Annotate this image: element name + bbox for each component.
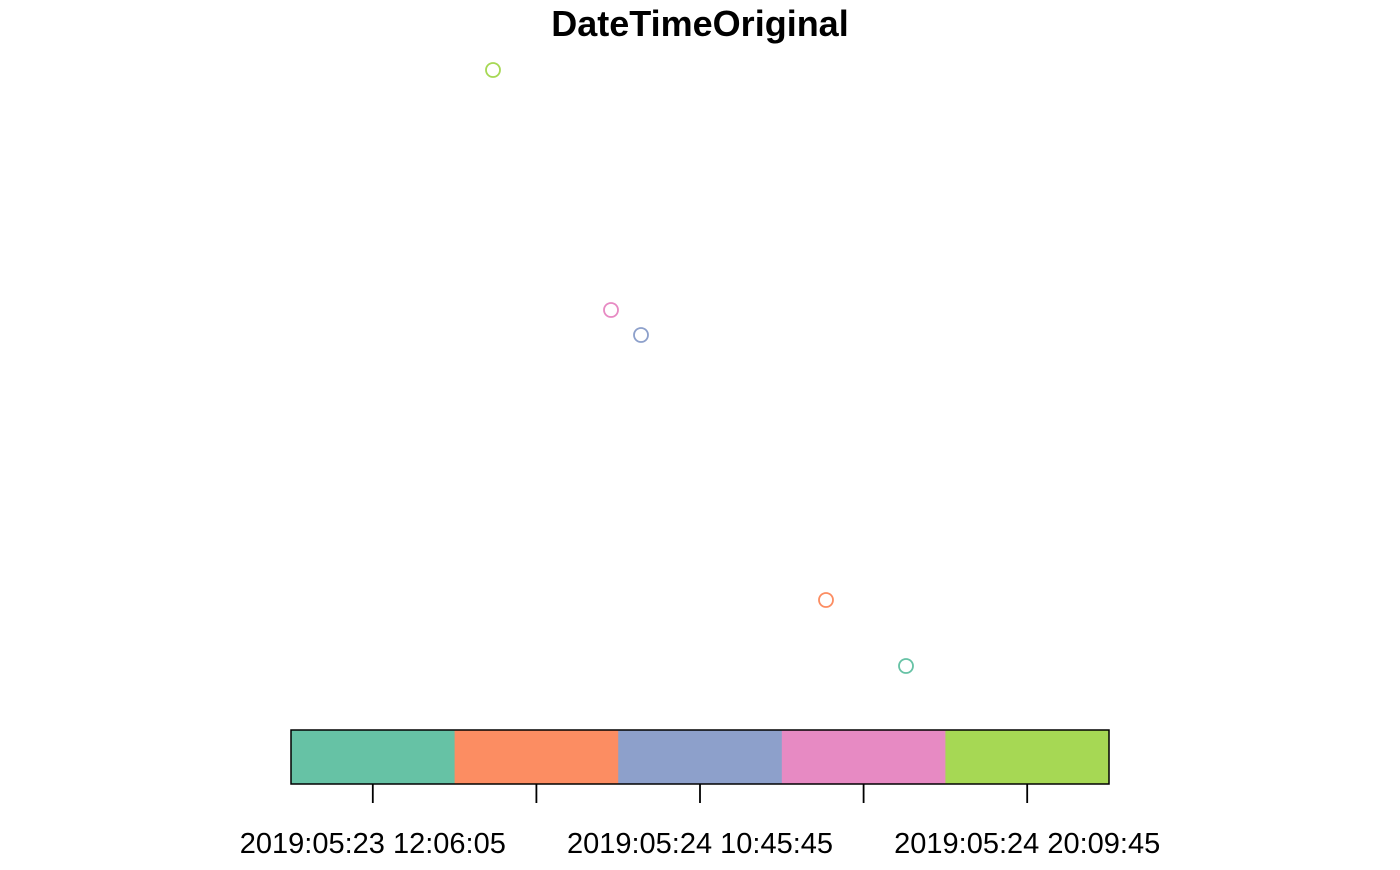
- legend-tick-label-3: 2019:05:24 10:45:45: [567, 828, 833, 860]
- legend-swatch-3: [618, 730, 783, 784]
- data-point-2: [603, 302, 619, 318]
- color-legend: 2019:05:23 12:06:05 2019:05:24 10:45:45 20…: [240, 729, 1160, 860]
- chart-title: DateTimeOriginal: [551, 3, 848, 44]
- points-layer: [485, 62, 914, 674]
- legend-tick-label-5: 2019:05:24 20:09:45: [894, 828, 1160, 860]
- legend-swatch-2: [454, 730, 619, 784]
- data-point-5: [898, 658, 914, 674]
- data-point-4: [818, 592, 834, 608]
- data-point-1: [485, 62, 501, 78]
- legend-tick-label-1: 2019:05:23 12:06:05: [240, 828, 506, 860]
- legend-swatch-4: [781, 730, 946, 784]
- legend-swatch-1: [291, 730, 456, 784]
- legend-swatch-5: [945, 730, 1110, 784]
- data-point-3: [633, 327, 649, 343]
